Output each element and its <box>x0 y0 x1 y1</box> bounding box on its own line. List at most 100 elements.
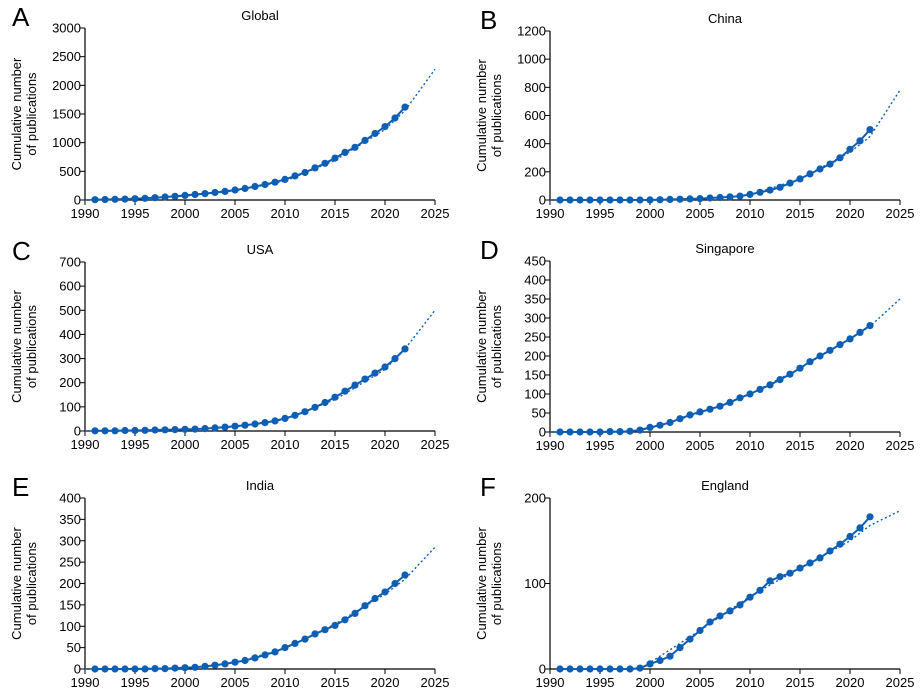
x-tick-label: 1995 <box>121 675 150 690</box>
data-point <box>826 346 834 354</box>
data-point <box>766 186 774 194</box>
y-tick-label: 150 <box>59 597 81 612</box>
data-point <box>786 179 794 187</box>
data-point <box>221 660 229 668</box>
data-point <box>381 123 389 131</box>
x-tick-label: 2005 <box>686 206 715 221</box>
x-tick-label: 2025 <box>886 206 915 221</box>
x-tick-label: 2015 <box>786 675 815 690</box>
panel-letter: E <box>12 472 29 502</box>
data-point <box>796 175 804 183</box>
y-axis-label-line2: of publications <box>24 72 39 156</box>
data-point <box>251 420 259 428</box>
x-tick-label: 1990 <box>536 438 565 453</box>
y-tick-label: 0 <box>74 193 81 208</box>
x-tick-label: 2000 <box>636 206 665 221</box>
x-tick-label: 2005 <box>686 438 715 453</box>
data-point <box>111 195 119 203</box>
data-point <box>796 564 804 572</box>
y-tick-label: 350 <box>524 292 546 307</box>
data-point <box>141 194 149 202</box>
data-point <box>291 172 299 180</box>
y-tick-label: 100 <box>524 387 546 402</box>
fit-curve <box>84 546 436 670</box>
data-point <box>826 160 834 168</box>
data-point <box>121 195 129 203</box>
data-point <box>401 345 409 353</box>
data-point <box>321 398 329 407</box>
data-point <box>636 196 644 204</box>
data-point <box>676 644 684 652</box>
data-point <box>341 616 349 624</box>
data-point <box>301 168 309 177</box>
data-point <box>816 352 824 360</box>
data-point <box>231 186 239 194</box>
data-point <box>331 393 339 401</box>
data-point <box>191 663 199 671</box>
panel-letter: F <box>480 472 496 502</box>
y-tick-label: 600 <box>524 108 546 123</box>
data-point <box>371 369 379 377</box>
data-point <box>91 665 99 673</box>
y-tick-label: 150 <box>524 368 546 383</box>
data-point <box>311 630 319 638</box>
data-point <box>616 665 624 673</box>
data-point <box>776 183 784 191</box>
chart-panel-c: 1990 1995 2000 2005 2010 2015 2020 2025 0 100 200 3… <box>9 236 449 452</box>
data-point <box>351 143 359 151</box>
y-tick-label: 400 <box>59 491 81 506</box>
x-tick-label: 2005 <box>221 675 250 690</box>
x-tick-label: 2015 <box>321 206 350 221</box>
data-point <box>806 170 814 178</box>
data-point <box>321 159 329 167</box>
data-point <box>856 328 864 336</box>
data-point <box>776 573 784 581</box>
data-point <box>706 618 714 626</box>
data-point <box>131 665 139 673</box>
data-point <box>626 196 634 204</box>
data-point <box>636 664 644 672</box>
data-point <box>281 175 289 183</box>
data-point <box>556 196 564 204</box>
data-point <box>121 426 129 435</box>
x-tick-label: 2000 <box>171 206 200 221</box>
data-point <box>311 403 319 411</box>
y-tick-label: 400 <box>524 273 546 288</box>
data-point <box>101 427 109 435</box>
x-tick-label: 1995 <box>121 206 150 221</box>
data-point <box>616 196 624 204</box>
y-axis-label-line1: Cumulative number <box>9 526 24 639</box>
y-tick-label: 400 <box>59 327 81 342</box>
x-tick-label: 1990 <box>536 675 565 690</box>
chart-title: Singapore <box>695 241 754 256</box>
chart-panel-b: 1990 1995 2000 2005 2010 2015 2020 2025 0 200 400 6… <box>474 5 914 221</box>
y-axis-label: Cumulative number of publications <box>474 289 504 402</box>
data-point <box>806 559 814 567</box>
data-point <box>381 588 389 596</box>
chart-panel-e: 1990 1995 2000 2005 2010 2015 2020 2025 0 50 100 15… <box>9 472 449 690</box>
y-tick-label: 800 <box>524 80 546 95</box>
data-point <box>576 665 584 673</box>
y-tick-label: 250 <box>59 555 81 570</box>
data-point <box>666 195 674 203</box>
data-point <box>401 571 409 579</box>
fit-curve <box>84 309 436 432</box>
y-tick-label: 0 <box>539 662 546 677</box>
data-point <box>341 387 349 395</box>
data-point <box>826 547 834 555</box>
x-tick-label: 1990 <box>71 675 100 690</box>
data-point <box>586 665 594 673</box>
data-point <box>556 428 564 436</box>
data-point <box>341 148 349 156</box>
data-point <box>736 394 744 402</box>
chart-panel-a: 1990 1995 2000 2005 2010 2015 2020 2025 0 500 1000… <box>9 2 449 221</box>
series-line <box>560 324 871 433</box>
data-point <box>181 191 189 199</box>
x-tick-label: 1995 <box>586 206 615 221</box>
data-point <box>836 540 844 548</box>
y-tick-label: 0 <box>74 424 81 439</box>
x-tick-label: 2020 <box>836 206 865 221</box>
y-axis-label-line1: Cumulative number <box>474 289 489 402</box>
data-point <box>351 609 359 618</box>
data-point <box>706 194 714 202</box>
